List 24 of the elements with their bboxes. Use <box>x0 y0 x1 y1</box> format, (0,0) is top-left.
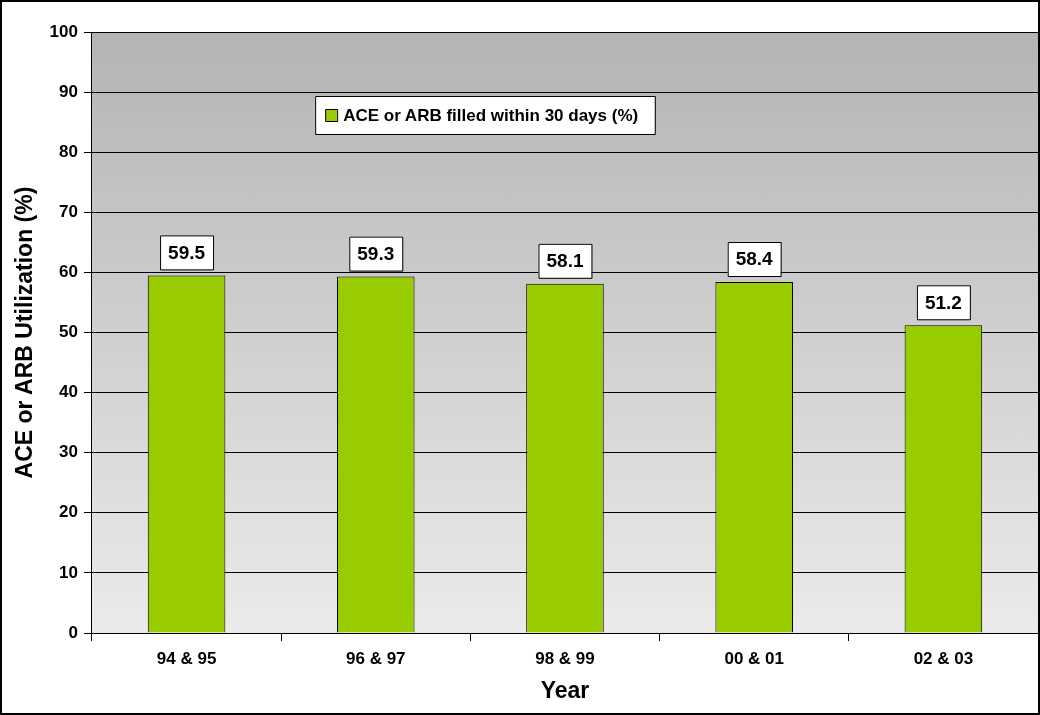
y-tick-label: 50 <box>59 322 78 342</box>
data-label: 59.3 <box>357 242 395 264</box>
legend-label: ACE or ARB filled within 30 days (%) <box>343 105 639 125</box>
x-axis-title: Year <box>540 676 590 703</box>
y-tick-label: 0 <box>68 622 78 642</box>
y-tick-label: 10 <box>59 562 78 582</box>
x-tick-label: 98 & 99 <box>535 648 595 668</box>
y-tick-label: 70 <box>59 201 78 221</box>
y-tick-label: 60 <box>59 262 78 282</box>
y-tick-label: 30 <box>59 442 78 462</box>
y-tick-label: 90 <box>59 81 78 101</box>
x-tick-label: 00 & 01 <box>724 648 784 668</box>
data-label: 58.1 <box>546 250 584 272</box>
y-axis-title: ACE or ARB Utilization (%) <box>11 186 38 479</box>
y-tick-label: 80 <box>59 141 78 161</box>
data-label: 51.2 <box>924 291 962 313</box>
y-tick-label: 100 <box>49 21 78 41</box>
data-label: 58.4 <box>735 248 774 270</box>
x-tick-label: 94 & 95 <box>156 648 217 668</box>
x-tick-label: 96 & 97 <box>346 648 406 668</box>
y-tick-label: 20 <box>59 502 78 522</box>
y-tick-label: 40 <box>59 382 78 402</box>
x-tick-label: 02 & 03 <box>913 648 974 668</box>
data-label: 59.5 <box>168 241 206 263</box>
